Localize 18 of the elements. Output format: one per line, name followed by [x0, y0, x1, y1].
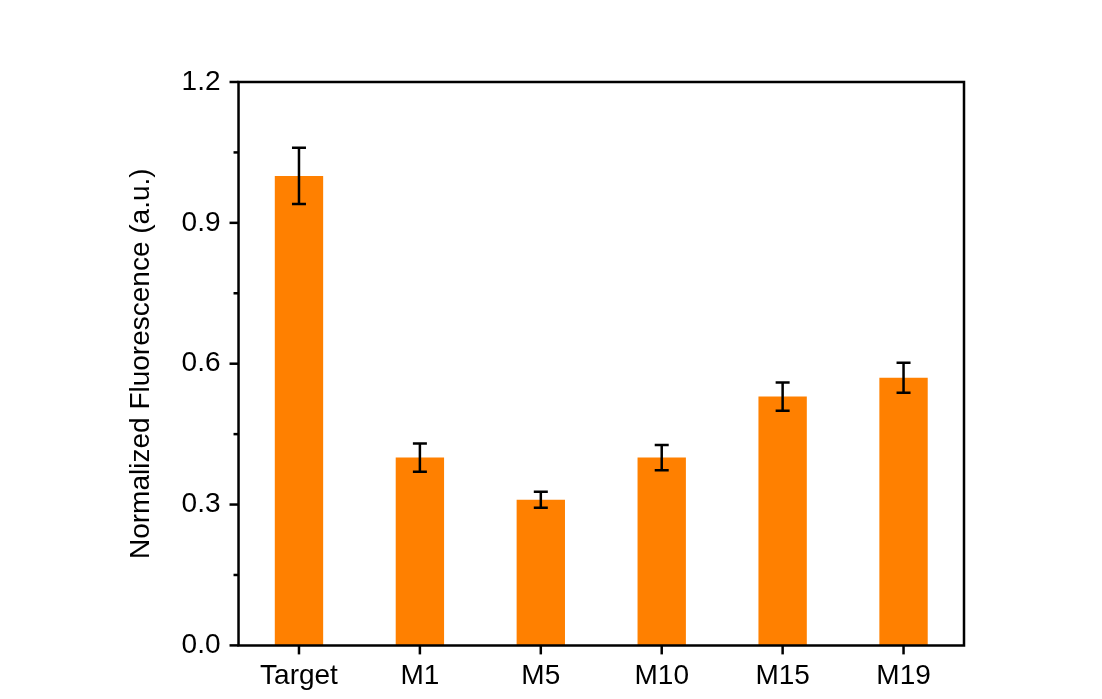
bar	[758, 396, 807, 646]
bar	[274, 175, 324, 646]
bar	[637, 457, 686, 646]
x-tick-label: M1	[400, 658, 440, 690]
x-tick-label: M15	[755, 658, 810, 690]
x-tick-label: M19	[876, 658, 931, 690]
bar	[395, 457, 445, 646]
y-tick-label: 0.9	[181, 205, 221, 237]
y-tick-label: 1.2	[181, 64, 221, 96]
x-tick-label: Target	[260, 658, 339, 690]
y-tick-label: 0.0	[181, 628, 221, 660]
y-tick-label: 0.3	[181, 487, 221, 519]
x-tick-label: M10	[634, 658, 689, 690]
bar	[516, 499, 565, 646]
x-tick-label: M5	[521, 658, 561, 690]
bar	[879, 377, 928, 646]
y-axis-title: Normalized Fluorescence (a.u.)	[123, 168, 155, 559]
y-tick-label: 0.6	[181, 346, 221, 378]
